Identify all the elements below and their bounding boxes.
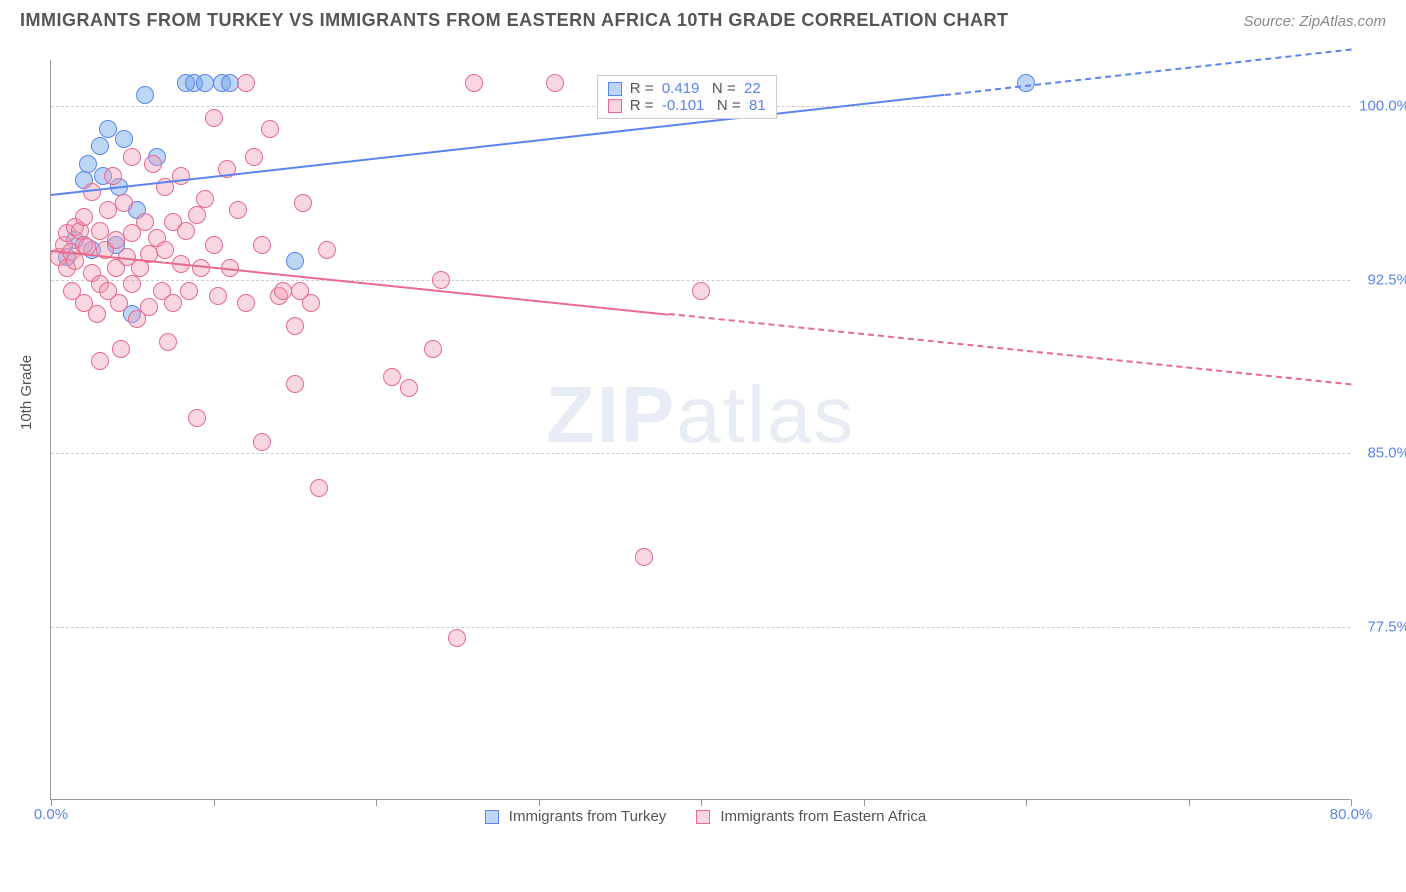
trend-line — [668, 313, 1351, 385]
data-point — [229, 201, 247, 219]
data-point — [294, 194, 312, 212]
data-point — [245, 148, 263, 166]
data-point — [177, 222, 195, 240]
stats-row: R = -0.101 N = 81 — [608, 97, 766, 114]
data-point — [104, 167, 122, 185]
data-point — [136, 86, 154, 104]
chart-title: IMMIGRANTS FROM TURKEY VS IMMIGRANTS FRO… — [20, 10, 1009, 31]
data-point — [164, 294, 182, 312]
data-point — [286, 375, 304, 393]
data-point — [546, 74, 564, 92]
data-point — [115, 130, 133, 148]
data-point — [136, 213, 154, 231]
data-point — [635, 548, 653, 566]
data-point — [383, 368, 401, 386]
data-point — [188, 206, 206, 224]
data-point — [91, 222, 109, 240]
y-tick-label: 85.0% — [1367, 445, 1406, 462]
data-point — [110, 294, 128, 312]
data-point — [123, 148, 141, 166]
stats-row: R = 0.419 N = 22 — [608, 80, 766, 97]
gridline-h — [51, 280, 1350, 281]
data-point — [91, 137, 109, 155]
data-point — [310, 479, 328, 497]
data-point — [196, 190, 214, 208]
data-point — [91, 352, 109, 370]
data-point — [159, 333, 177, 351]
data-point — [318, 241, 336, 259]
source-attribution: Source: ZipAtlas.com — [1243, 13, 1386, 30]
data-point — [400, 379, 418, 397]
legend-item: Immigrants from Turkey — [475, 808, 667, 825]
data-point — [692, 282, 710, 300]
data-point — [112, 340, 130, 358]
watermark-text: ZIPatlas — [546, 369, 855, 461]
data-point — [432, 271, 450, 289]
legend-item: Immigrants from Eastern Africa — [686, 808, 926, 825]
data-point — [123, 275, 141, 293]
data-point — [205, 236, 223, 254]
data-point — [465, 74, 483, 92]
data-point — [424, 340, 442, 358]
bottom-legend: Immigrants from Turkey Immigrants from Ea… — [51, 808, 1350, 825]
x-tick — [1026, 799, 1027, 806]
stats-legend-box: R = 0.419 N = 22 R = -0.101 N = 81 — [597, 75, 777, 119]
trend-line — [51, 94, 945, 196]
gridline-h — [51, 453, 1350, 454]
data-point — [115, 194, 133, 212]
data-point — [253, 236, 271, 254]
x-tick — [1351, 799, 1352, 806]
data-point — [144, 155, 162, 173]
data-point — [140, 298, 158, 316]
data-point — [253, 433, 271, 451]
data-point — [99, 120, 117, 138]
data-point — [205, 109, 223, 127]
y-axis-label: 10th Grade — [18, 355, 35, 430]
data-point — [286, 252, 304, 270]
data-point — [156, 241, 174, 259]
data-point — [88, 305, 106, 323]
y-tick-label: 100.0% — [1359, 98, 1406, 115]
data-point — [448, 629, 466, 647]
x-tick — [51, 799, 52, 806]
data-point — [75, 208, 93, 226]
x-tick — [214, 799, 215, 806]
data-point — [237, 294, 255, 312]
x-tick — [539, 799, 540, 806]
x-tick — [376, 799, 377, 806]
data-point — [261, 120, 279, 138]
data-point — [237, 74, 255, 92]
x-tick — [864, 799, 865, 806]
data-point — [302, 294, 320, 312]
trend-line — [945, 48, 1351, 96]
data-point — [188, 409, 206, 427]
gridline-h — [51, 627, 1350, 628]
y-tick-label: 92.5% — [1367, 271, 1406, 288]
scatter-chart: ZIPatlas 77.5%85.0%92.5%100.0%0.0%80.0% … — [50, 60, 1350, 800]
y-tick-label: 77.5% — [1367, 618, 1406, 635]
data-point — [180, 282, 198, 300]
data-point — [286, 317, 304, 335]
x-tick — [701, 799, 702, 806]
x-tick — [1189, 799, 1190, 806]
data-point — [209, 287, 227, 305]
